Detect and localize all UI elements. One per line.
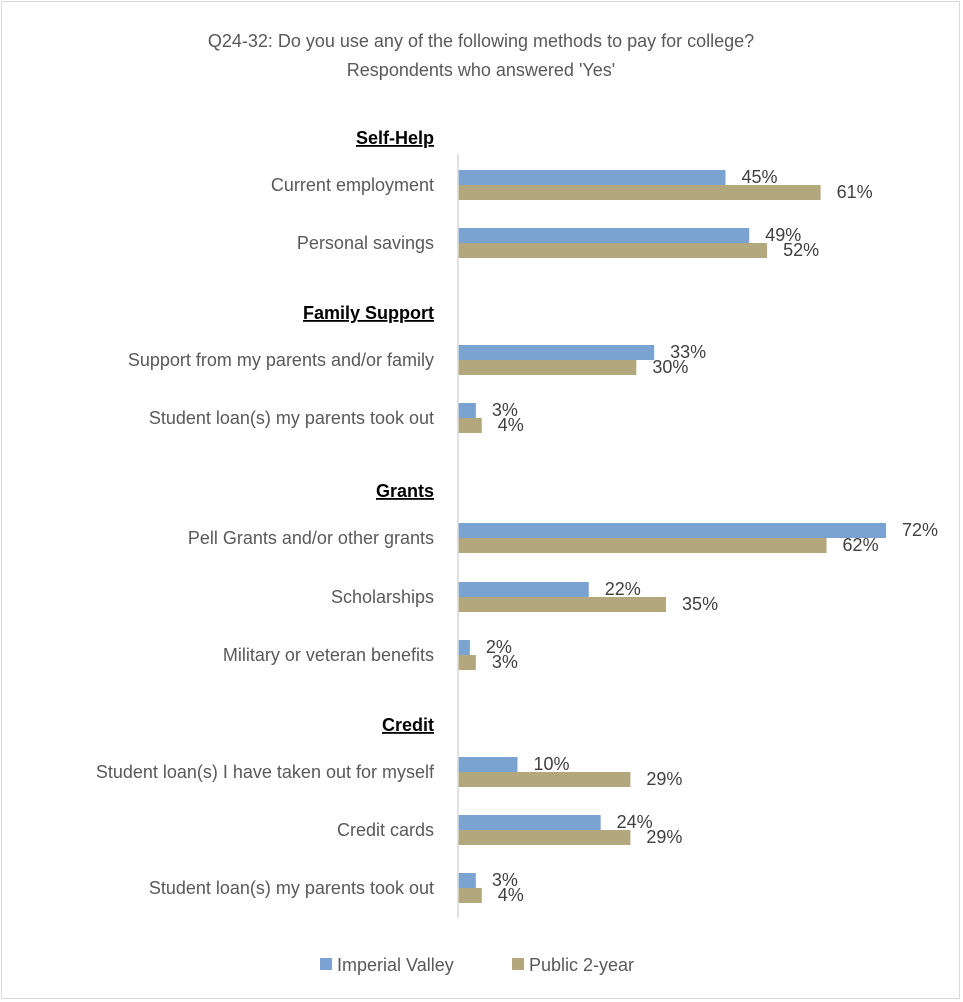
chart-title: Q24-32: Do you use any of the following …	[208, 31, 754, 51]
bar-public-2-year	[458, 243, 768, 258]
bar-imperial-valley	[458, 757, 518, 772]
data-label: 30%	[652, 357, 688, 377]
bar-imperial-valley	[458, 582, 589, 597]
group-heading: Self-Help	[356, 128, 434, 148]
bar-public-2-year	[458, 185, 821, 200]
category-label: Scholarships	[331, 587, 434, 607]
category-label: Student loan(s) my parents took out	[149, 408, 434, 428]
data-label: 3%	[492, 400, 518, 420]
category-label: Student loan(s) my parents took out	[149, 878, 434, 898]
data-label: 3%	[492, 652, 518, 672]
data-label: 29%	[646, 769, 682, 789]
legend: Imperial Valley Public 2-year	[320, 955, 634, 975]
data-label: 33%	[670, 342, 706, 362]
category-label: Military or veteran benefits	[223, 645, 434, 665]
legend-swatch	[320, 958, 332, 970]
data-label: 24%	[617, 812, 653, 832]
data-label: 22%	[605, 579, 641, 599]
category-label: Pell Grants and/or other grants	[188, 528, 434, 548]
bar-public-2-year	[458, 597, 667, 612]
data-label: 4%	[498, 415, 524, 435]
group-heading: Family Support	[303, 303, 434, 323]
bar-imperial-valley	[458, 228, 750, 243]
bar-imperial-valley	[458, 523, 886, 538]
category-label: Current employment	[271, 175, 434, 195]
chart-subtitle: Respondents who answered 'Yes'	[347, 60, 615, 80]
bar-public-2-year	[458, 538, 827, 553]
bar-public-2-year	[458, 418, 482, 433]
bar-public-2-year	[458, 888, 482, 903]
bar-imperial-valley	[458, 640, 470, 655]
data-label: 62%	[843, 535, 879, 555]
data-label: 52%	[783, 240, 819, 260]
category-label: Support from my parents and/or family	[128, 350, 434, 370]
bar-public-2-year	[458, 360, 637, 375]
category-label: Personal savings	[297, 233, 434, 253]
data-label: 3%	[492, 870, 518, 890]
bar-public-2-year	[458, 655, 476, 670]
bar-imperial-valley	[458, 170, 726, 185]
data-label: 72%	[902, 520, 938, 540]
bar-imperial-valley	[458, 403, 476, 418]
data-label: 29%	[646, 827, 682, 847]
group-heading: Grants	[376, 481, 434, 501]
data-label: 61%	[837, 182, 873, 202]
legend-swatch	[512, 958, 524, 970]
legend-entry: Imperial Valley	[337, 955, 454, 975]
bar-imperial-valley	[458, 345, 655, 360]
bar-public-2-year	[458, 830, 631, 845]
legend-entry: Public 2-year	[529, 955, 634, 975]
bar-public-2-year	[458, 772, 631, 787]
data-label: 35%	[682, 594, 718, 614]
bar-imperial-valley	[458, 815, 601, 830]
bar-imperial-valley	[458, 873, 476, 888]
category-label: Credit cards	[337, 820, 434, 840]
group-heading: Credit	[382, 715, 434, 735]
data-label: 10%	[533, 754, 569, 774]
data-label: 49%	[765, 225, 801, 245]
plot-area: Self-Help Current employment 45% 61% Persona…	[96, 128, 938, 918]
data-label: 4%	[498, 885, 524, 905]
data-label: 2%	[486, 637, 512, 657]
category-label: Student loan(s) I have taken out for mys…	[96, 762, 435, 782]
data-label: 45%	[742, 167, 778, 187]
